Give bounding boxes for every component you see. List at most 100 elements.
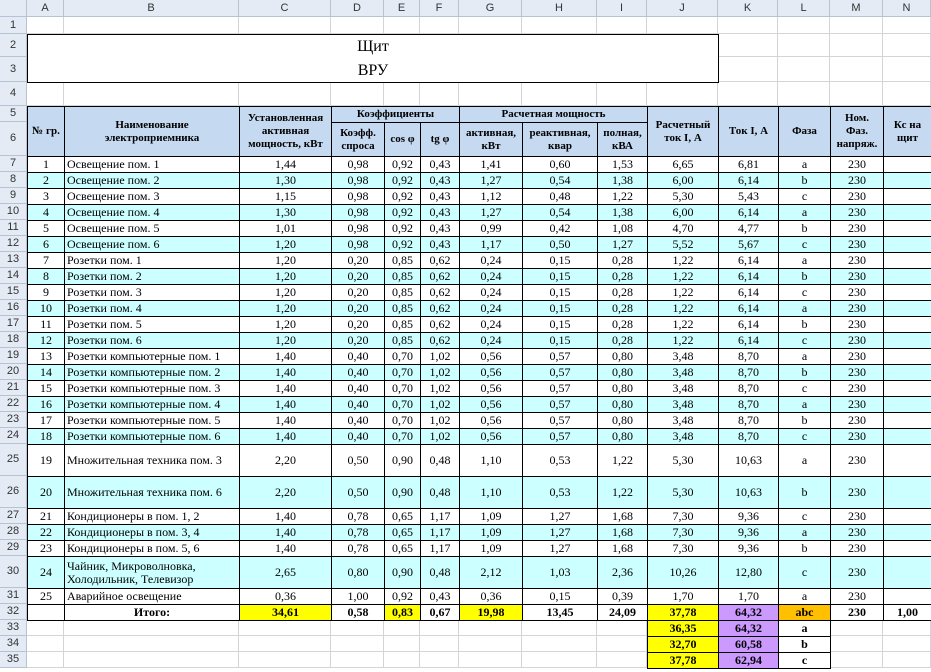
data-cell: 6,00 — [647, 204, 719, 221]
data-cell — [883, 476, 931, 509]
data-cell: 0,53 — [522, 444, 598, 477]
data-cell: 10,63 — [718, 444, 779, 477]
data-cell — [883, 156, 931, 173]
data-cell — [883, 508, 931, 525]
grid-cell — [239, 652, 331, 668]
title-box: Щит ВРУ — [27, 34, 719, 83]
data-cell: 0,15 — [522, 588, 598, 605]
grid-cell — [64, 652, 239, 668]
grid-cell — [27, 82, 64, 106]
data-cell: 1,09 — [459, 508, 523, 525]
column-header: K — [718, 0, 778, 17]
column-header: D — [331, 0, 384, 17]
data-cell: 0,48 — [420, 476, 460, 509]
data-cell: 1,01 — [239, 220, 332, 237]
data-cell: a — [778, 252, 831, 269]
data-cell: 6,14 — [718, 204, 779, 221]
name-cell: Кондиционеры в пом. 5, 6 — [64, 540, 240, 557]
grid-cell — [778, 57, 830, 82]
row-header: 20 — [0, 364, 27, 380]
data-cell: 0,36 — [459, 588, 523, 605]
grid-cell — [883, 82, 931, 106]
data-cell: c — [778, 556, 831, 589]
data-cell: 8,70 — [718, 380, 779, 397]
phase-cell: c — [778, 652, 831, 669]
total-value: 24,09 — [597, 604, 648, 621]
data-cell: 0,98 — [331, 204, 385, 221]
data-cell: 0,20 — [331, 316, 385, 333]
grid-cell — [883, 57, 931, 82]
grid-cell — [459, 652, 522, 668]
header-cell: Расчетная мощность — [459, 106, 648, 123]
data-cell: 0,24 — [459, 252, 523, 269]
data-cell: 0,28 — [597, 268, 648, 285]
data-cell: 230 — [830, 284, 884, 301]
data-cell: 9 — [27, 284, 65, 301]
data-cell — [883, 236, 931, 253]
data-cell: 1,40 — [239, 412, 332, 429]
data-cell: 0,80 — [597, 428, 648, 445]
phase-cell: 32,70 — [647, 636, 719, 653]
data-cell: 0,24 — [459, 284, 523, 301]
grid-cell — [27, 17, 64, 34]
row-header: 5 — [0, 106, 27, 122]
data-cell: 1,17 — [420, 508, 460, 525]
total-value: 34,61 — [239, 604, 332, 621]
grid-cell — [459, 17, 522, 34]
data-cell: 1,02 — [420, 396, 460, 413]
data-cell: 0,43 — [420, 188, 460, 205]
grid-cell — [883, 620, 931, 636]
data-cell: 0,78 — [331, 508, 385, 525]
name-cell: Розетки компьютерные пом. 3 — [64, 380, 240, 397]
data-cell: 0,80 — [597, 380, 648, 397]
data-cell: 1,02 — [420, 380, 460, 397]
data-cell: 12 — [27, 332, 65, 349]
header-cell: полная, кВА — [597, 122, 648, 157]
column-header: F — [420, 0, 459, 17]
phase-cell: 64,32 — [718, 620, 779, 637]
data-cell: 1,38 — [597, 204, 648, 221]
data-cell — [883, 588, 931, 605]
data-cell: 22 — [27, 524, 65, 541]
data-cell: 5,52 — [647, 236, 719, 253]
data-cell: 0,56 — [459, 412, 523, 429]
data-cell: 1,40 — [239, 348, 332, 365]
data-cell: 1,22 — [647, 316, 719, 333]
grid-cell — [883, 17, 931, 34]
header-cell: Наименование электроприемника — [64, 106, 240, 157]
grid-cell — [239, 636, 331, 652]
column-header: C — [239, 0, 331, 17]
data-cell: 0,43 — [420, 220, 460, 237]
data-cell: 1,22 — [647, 284, 719, 301]
total-value: 64,32 — [718, 604, 779, 621]
data-cell: 1,68 — [597, 508, 648, 525]
data-cell: 9,36 — [718, 524, 779, 541]
data-cell: 0,20 — [331, 268, 385, 285]
name-cell: Освещение пом. 1 — [64, 156, 240, 173]
data-cell: 8 — [27, 268, 65, 285]
name-cell: Розетки компьютерные пом. 6 — [64, 428, 240, 445]
data-cell: 0,15 — [522, 300, 598, 317]
name-cell: Розетки пом. 5 — [64, 316, 240, 333]
data-cell: b — [778, 220, 831, 237]
row-header: 27 — [0, 508, 27, 524]
data-cell: a — [778, 156, 831, 173]
column-header: B — [64, 0, 239, 17]
data-cell: 0,85 — [384, 300, 421, 317]
data-cell: 2 — [27, 172, 65, 189]
data-cell: 0,57 — [522, 396, 598, 413]
grid-cell — [64, 17, 239, 34]
row-header: 13 — [0, 252, 27, 268]
data-cell: 0,56 — [459, 364, 523, 381]
data-cell: 0,80 — [597, 396, 648, 413]
header-cell: реактивная, квар — [522, 122, 598, 157]
data-cell: 1,40 — [239, 396, 332, 413]
data-cell: 6,00 — [647, 172, 719, 189]
data-cell: 0,98 — [331, 172, 385, 189]
grid-cell — [27, 652, 64, 668]
grid-cell — [331, 636, 384, 652]
data-cell: 0,62 — [420, 332, 460, 349]
name-cell: Розетки пом. 6 — [64, 332, 240, 349]
data-cell: 25 — [27, 588, 65, 605]
data-cell: 1,20 — [239, 252, 332, 269]
